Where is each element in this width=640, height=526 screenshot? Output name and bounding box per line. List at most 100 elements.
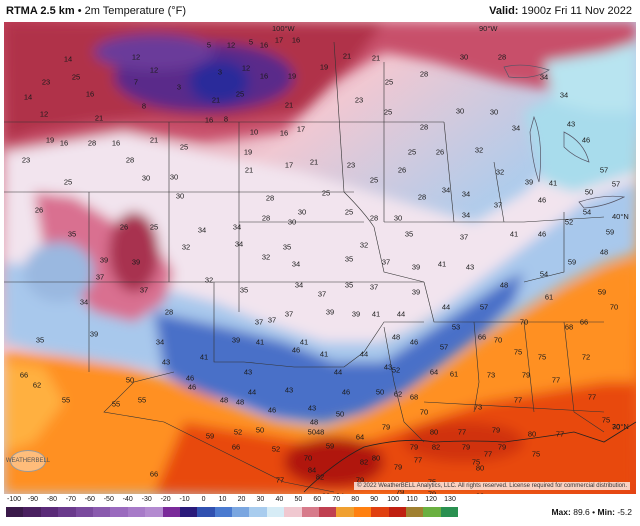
colorbar-swatch (266, 507, 285, 517)
station-temp-label: 12 (149, 65, 159, 75)
colorbar-tick: 30 (256, 496, 265, 503)
colorbar-swatch (40, 507, 59, 517)
station-temp-label: 34 (441, 185, 451, 195)
station-temp-label: 19 (45, 135, 55, 145)
station-temp-label: 57 (439, 342, 449, 352)
station-temp-label: 62 (393, 389, 403, 399)
colorbar-tick: -50 (103, 496, 114, 503)
station-temp-label: 77 (483, 449, 493, 459)
station-temp-label: 59 (205, 431, 215, 441)
station-temp-label: 7 (133, 77, 139, 87)
station-temp-label: 43 (161, 357, 171, 367)
colorbar-tick: 60 (313, 496, 322, 503)
station-temp-label: 48 (219, 395, 229, 405)
station-temp-label: 46 (409, 337, 419, 347)
station-temp-label: 21 (371, 53, 381, 63)
station-temp-label: 32 (181, 242, 191, 252)
station-temp-label: 37 (95, 272, 105, 282)
station-temp-label: 77 (551, 375, 561, 385)
colorbar-tick: -100 (6, 496, 22, 503)
station-temp-label: 79 (497, 442, 507, 452)
maxmin-separator: • (592, 507, 596, 517)
station-temp-label: 28 (125, 155, 135, 165)
max-value: 89.6 (573, 507, 590, 517)
lake-michigan (529, 115, 542, 183)
colorbar-tick: -20 (160, 496, 171, 503)
station-temp-label: 84 (307, 465, 317, 475)
colorbar-tick: 100 (387, 496, 399, 503)
station-temp-label: 3 (176, 82, 182, 92)
colorbar-tick: 50 (294, 496, 303, 503)
station-temp-label: 17 (274, 35, 284, 45)
station-temp-label: 59 (597, 287, 607, 297)
station-temp-label: 55 (61, 395, 71, 405)
header-bar: RTMA 2.5 km • 2m Temperature (°F) Valid:… (0, 0, 640, 22)
valid-label: Valid: (489, 5, 519, 17)
lake-erie (578, 195, 626, 209)
station-temp-label: 12 (131, 52, 141, 62)
title-separator: • (77, 5, 82, 17)
station-temp-label: 14 (63, 54, 73, 64)
colorbar-tick: -60 (84, 496, 95, 503)
station-temp-label: 30 (489, 107, 499, 117)
coastline (303, 421, 636, 493)
colorbar-swatch (353, 507, 372, 517)
station-temp-label: 30 (169, 172, 179, 182)
colorbar-tick: 120 (425, 496, 437, 503)
lake-huron (563, 131, 590, 163)
station-temp-label: 14 (23, 92, 33, 102)
station-temp-label: 77 (275, 475, 285, 485)
station-temp-label: 30 (175, 191, 185, 201)
min-value: -5.2 (617, 507, 632, 517)
temperature-field (4, 22, 636, 494)
colorbar-tick: 70 (332, 496, 341, 503)
colorbar-tick: -80 (46, 496, 57, 503)
station-temp-label: 77 (457, 427, 467, 437)
station-temp-label: 30 (393, 213, 403, 223)
station-temp-label: 23 (354, 95, 364, 105)
station-temp-label: 34 (232, 222, 242, 232)
station-temp-label: 59 (325, 441, 335, 451)
station-temp-label: 39 (411, 262, 421, 272)
valid-time-value: 1900z Fri 11 Nov 2022 (521, 5, 632, 17)
station-temp-label: 41 (319, 349, 329, 359)
colorbar-swatch (336, 507, 354, 517)
colorbar-tick: 130 (444, 496, 456, 503)
station-temp-label: 46 (187, 382, 197, 392)
station-temp-label: 75 (531, 449, 541, 459)
station-temp-label: 12 (226, 40, 236, 50)
station-temp-label: 28 (419, 69, 429, 79)
station-temp-label: 54 (582, 207, 592, 217)
station-temp-label: 46 (267, 405, 277, 415)
station-temp-label: 25 (321, 188, 331, 198)
station-temp-label: 72 (581, 352, 591, 362)
station-temp-label: 39 (351, 309, 361, 319)
colorbar-swatch (162, 507, 180, 517)
colorbar-legend: -100 -90 -80 -70 -60 -50 -40 -30 -20 -10 0 10 20 30 40… (0, 494, 640, 526)
station-temp-label: 37 (267, 315, 277, 325)
station-temp-label: 70 (493, 335, 503, 345)
colorbar-tick: 0 (201, 496, 206, 503)
station-temp-label: 66 (149, 469, 159, 479)
station-temp-label: 79 (395, 487, 405, 495)
station-temp-label: 41 (199, 352, 209, 362)
station-temp-label: 54 (539, 269, 549, 279)
station-temp-label: 28 (87, 138, 97, 148)
station-temp-label: 48 (499, 280, 509, 290)
colorbar-swatch (249, 507, 267, 517)
station-temp-label: 48 (309, 417, 319, 427)
station-temp-label: 53 (451, 322, 461, 332)
station-temp-label: 35 (282, 242, 292, 252)
station-temp-label: 25 (344, 207, 354, 217)
station-temp-label: 21 (309, 157, 319, 167)
station-temp-label: 50 (125, 375, 135, 385)
station-temp-label: 32 (261, 252, 271, 262)
colorbar-swatch (197, 507, 215, 517)
station-temp-label: 41 (437, 259, 447, 269)
station-temp-label: 39 (325, 307, 335, 317)
station-temp-label: 43 (566, 119, 576, 129)
colorbar-swatch (232, 507, 250, 517)
station-temp-label: 23 (41, 77, 51, 87)
station-temp-label: 8 (141, 101, 147, 111)
station-temp-label: 25 (407, 147, 417, 157)
